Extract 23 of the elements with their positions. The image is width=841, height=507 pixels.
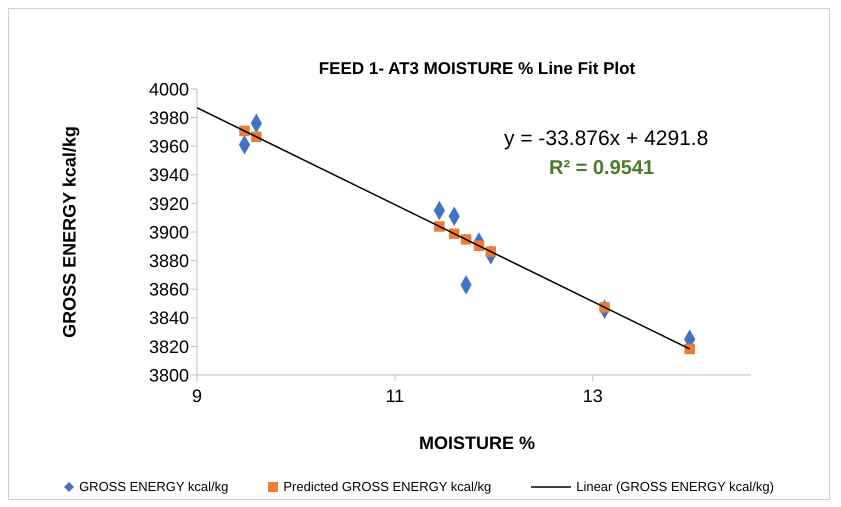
y-axis-title: GROSS ENERGY kcal/kg <box>60 126 80 338</box>
legend-label: Linear (GROSS ENERGY kcal/kg) <box>576 479 774 494</box>
legend-label: GROSS ENERGY kcal/kg <box>79 479 228 494</box>
y-tick-label: 3860 <box>148 280 189 300</box>
annotation: y = -33.876x + 4291.8 <box>504 127 708 151</box>
x-tick-label: 13 <box>582 386 603 406</box>
annotation: R² = 0.9541 <box>549 157 654 180</box>
y-tick-label: 3920 <box>148 194 189 214</box>
x-tick-label: 9 <box>192 386 202 406</box>
y-tick-label: 3980 <box>148 108 189 128</box>
y-tick-label: 4000 <box>148 79 189 100</box>
x-axis-title: MOISTURE % <box>418 433 536 454</box>
x-tick-label: 11 <box>386 386 404 406</box>
y-tick-label: 3960 <box>148 136 189 157</box>
y-tick-label: 3900 <box>148 222 189 242</box>
chart-title: FEED 1- AT3 MOISTURE % Line Fit Plot <box>318 59 636 79</box>
y-tick-label: 3880 <box>148 250 189 271</box>
y-tick-label: 3840 <box>148 308 189 328</box>
point <box>684 344 695 354</box>
y-tick-label: 3800 <box>148 365 189 386</box>
y-tick-label: 3940 <box>148 165 189 186</box>
legend-label: Predicted GROSS ENERGY kcal/kg <box>283 479 492 494</box>
y-tick-label: 3820 <box>148 336 189 357</box>
